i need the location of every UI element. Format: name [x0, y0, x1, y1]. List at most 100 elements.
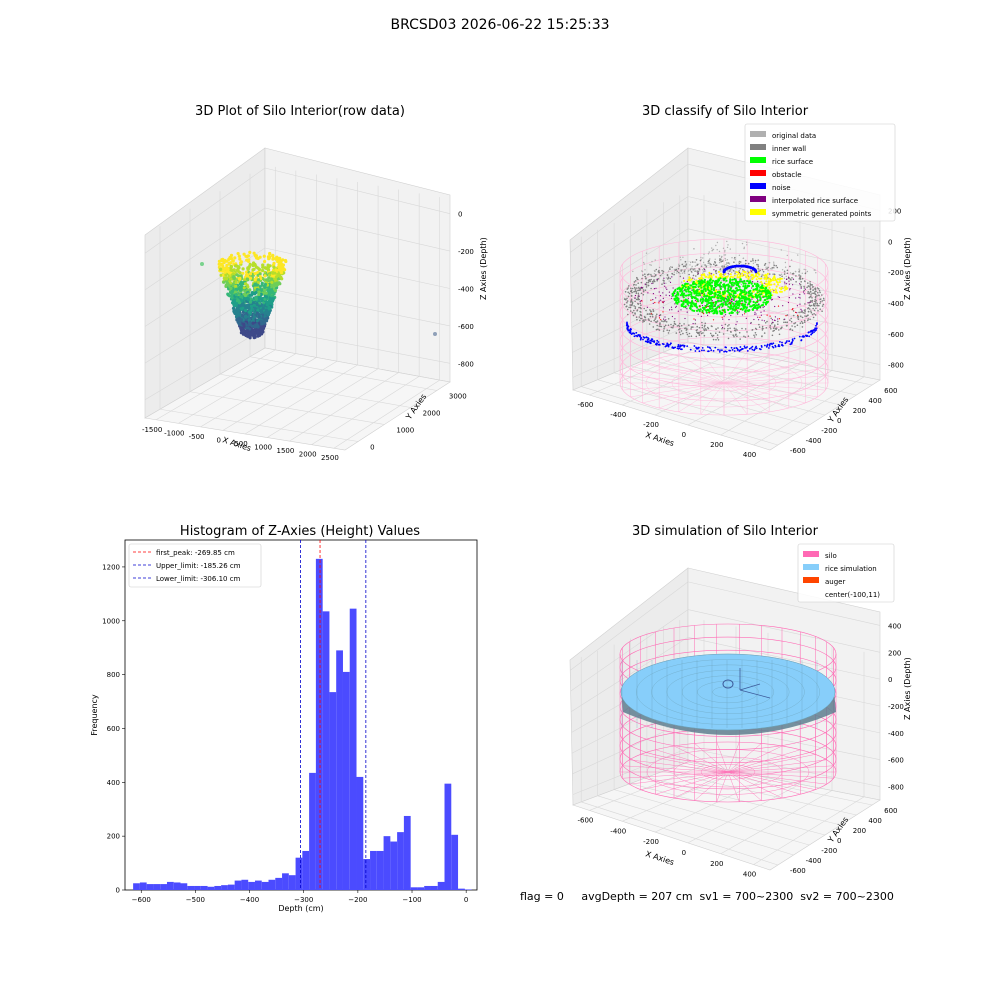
- classified-point: [755, 294, 758, 297]
- classified-point: [647, 340, 649, 343]
- classified-point: [789, 328, 791, 331]
- classified-point: [718, 269, 721, 271]
- classified-point: [744, 328, 747, 330]
- classified-point: [665, 277, 668, 279]
- classified-point: [677, 271, 680, 274]
- classified-point: [760, 314, 763, 316]
- classified-point: [766, 267, 768, 270]
- histogram-bar: [221, 885, 228, 890]
- classified-point: [754, 259, 757, 262]
- y-tick-label: 600: [884, 807, 897, 815]
- classified-point: [758, 303, 760, 305]
- classified-point: [719, 287, 722, 291]
- classified-point: [686, 311, 688, 313]
- classified-point: [717, 296, 720, 299]
- raw-point: [222, 280, 226, 284]
- classified-point: [703, 329, 706, 332]
- classified-point: [752, 276, 755, 279]
- classified-point: [792, 284, 794, 286]
- classified-point: [692, 323, 694, 325]
- panel1-x-ticks: -1500 -1000 -500 0 500 1000 1500 2000 2500: [142, 426, 339, 462]
- x-tick-label: 0: [217, 436, 221, 444]
- classified-point: [673, 273, 675, 276]
- classified-point: [729, 302, 731, 304]
- raw-point: [255, 283, 259, 287]
- classified-point: [627, 287, 629, 289]
- classified-point: [820, 298, 822, 300]
- classified-point: [644, 273, 646, 276]
- classified-point: [635, 316, 638, 319]
- classified-point: [772, 291, 775, 293]
- legend-label: noise: [772, 184, 791, 192]
- classified-point: [791, 309, 793, 311]
- raw-point: [268, 296, 272, 301]
- raw-point: [274, 275, 278, 279]
- raw-point: [256, 256, 260, 261]
- classified-point: [773, 283, 776, 286]
- classified-point: [809, 291, 812, 293]
- classified-point: [803, 293, 805, 295]
- classified-point: [801, 272, 803, 274]
- classified-point: [712, 248, 715, 251]
- classified-point: [653, 273, 656, 275]
- raw-point: [238, 257, 242, 261]
- classified-point: [690, 326, 693, 329]
- classified-point: [784, 281, 786, 283]
- raw-point: [237, 265, 241, 269]
- classified-point: [809, 318, 811, 321]
- classified-point: [803, 319, 806, 322]
- classified-point: [816, 294, 818, 297]
- raw-point: [224, 266, 229, 270]
- classified-point: [667, 270, 670, 272]
- classified-point: [746, 279, 749, 283]
- raw-point: [235, 268, 240, 272]
- classified-point: [655, 274, 657, 276]
- classified-point: [803, 268, 805, 271]
- classified-point: [685, 263, 688, 265]
- classified-point: [755, 304, 758, 307]
- classified-point: [731, 308, 734, 311]
- raw-point: [257, 267, 262, 272]
- raw-point: [254, 254, 258, 258]
- classified-point: [628, 292, 631, 295]
- classified-point: [708, 346, 711, 349]
- classified-point: [652, 302, 654, 304]
- classified-point: [679, 344, 682, 347]
- x-tick-label: -600: [577, 816, 593, 824]
- classified-point: [814, 269, 816, 271]
- classified-point: [717, 294, 720, 297]
- classified-point: [746, 244, 748, 246]
- classified-point: [719, 311, 722, 314]
- classified-point: [728, 263, 731, 265]
- classified-point: [693, 278, 696, 280]
- legend-frame: [744, 123, 896, 222]
- classified-point: [761, 296, 763, 298]
- raw-point: [252, 267, 256, 271]
- raw-point: [242, 252, 246, 256]
- classified-point: [790, 317, 792, 320]
- classified-point: [792, 308, 794, 310]
- classified-point: [671, 294, 675, 297]
- classified-point: [705, 329, 707, 331]
- classified-point: [726, 259, 729, 261]
- raw-point: [265, 303, 269, 307]
- classified-point: [703, 278, 707, 281]
- classified-point: [691, 267, 693, 270]
- classified-point: [697, 285, 700, 288]
- histogram-bar: [430, 885, 438, 890]
- classified-point: [758, 323, 760, 326]
- classified-point: [648, 279, 651, 281]
- classified-point: [778, 333, 781, 336]
- classified-point: [662, 343, 665, 346]
- classified-point: [727, 325, 729, 327]
- classified-point: [752, 304, 755, 307]
- classified-point: [799, 293, 801, 296]
- raw-point: [244, 329, 248, 333]
- classified-point: [639, 289, 641, 291]
- classified-point: [645, 278, 647, 280]
- rice-mesh-ring: [636, 659, 820, 725]
- classified-point: [651, 280, 654, 283]
- raw-point: [263, 259, 267, 264]
- classified-point: [727, 274, 730, 276]
